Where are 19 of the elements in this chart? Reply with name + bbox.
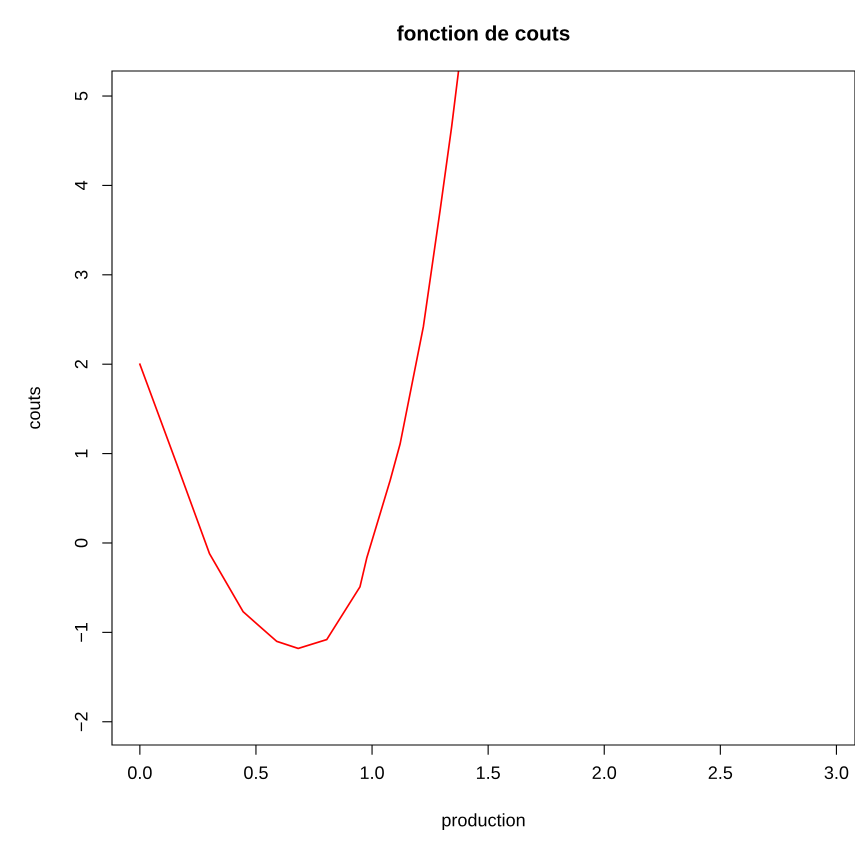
y-tick-label: −1	[75, 622, 88, 642]
x-tick-label: 1.0	[360, 766, 384, 780]
x-tick-label: 3.0	[824, 766, 848, 780]
x-axis-title: production	[442, 813, 524, 830]
chart-title: fonction de couts	[397, 25, 570, 41]
line-series	[139, 71, 460, 650]
x-tick-label: 0.0	[128, 766, 152, 780]
x-tick-label: 0.5	[244, 766, 268, 780]
x-tick-label: 2.5	[708, 766, 732, 780]
x-tick-label: 1.5	[476, 766, 500, 780]
y-tick-label: 3	[74, 270, 88, 280]
x-tick-label: 2.0	[592, 766, 616, 780]
y-tick-label: 1	[75, 449, 88, 458]
y-tick-label: −2	[74, 712, 88, 732]
y-tick-label: 0	[74, 538, 88, 548]
y-tick-label: 4	[75, 180, 88, 190]
y-tick-label: 5	[75, 92, 88, 100]
y-tick-label: 2	[74, 360, 88, 368]
y-axis-title: couts	[28, 387, 40, 429]
